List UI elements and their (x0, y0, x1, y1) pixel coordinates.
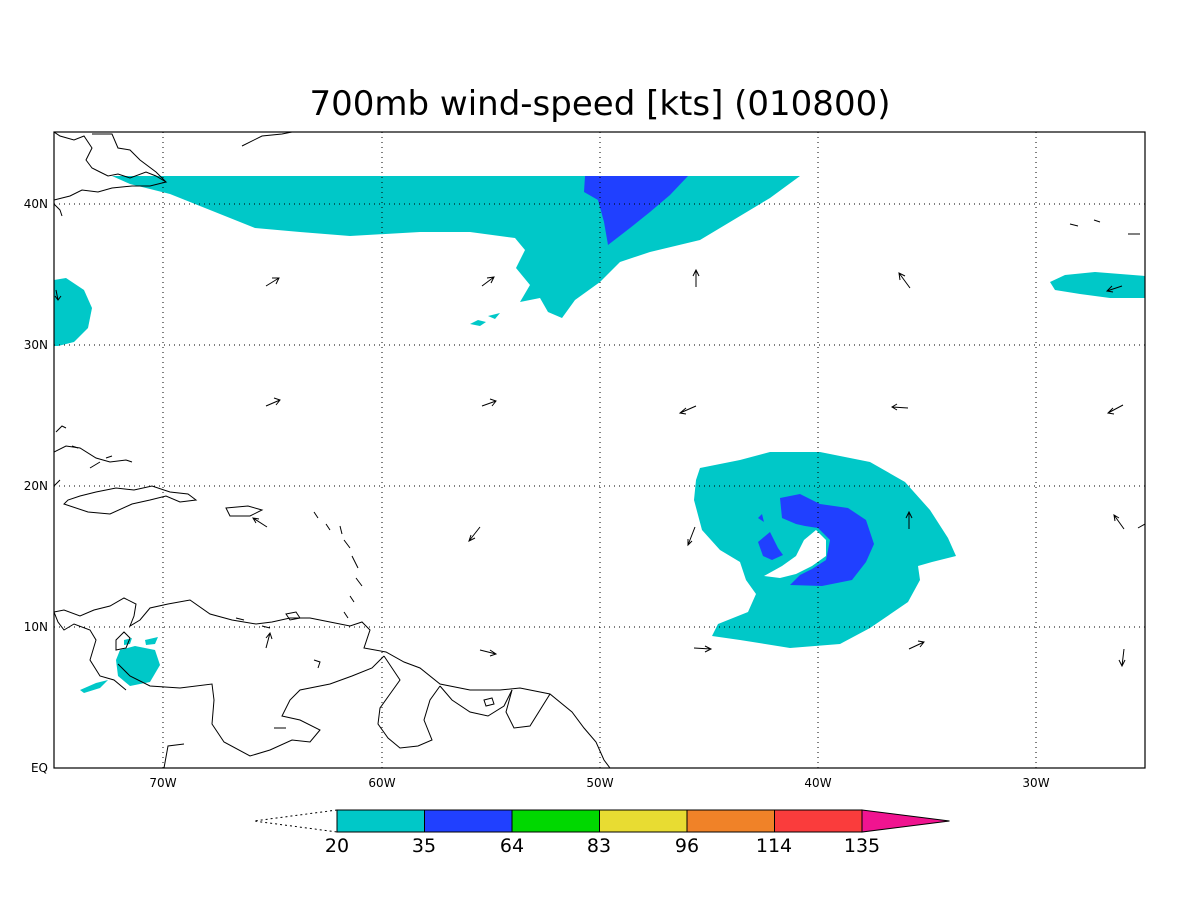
wind-patch-east (1050, 272, 1145, 298)
y-tick-label: 20N (24, 479, 48, 493)
wind-35-64kt-regions (584, 176, 874, 586)
y-tick-label: 30N (24, 338, 48, 352)
wind-patch-sliver-2 (145, 637, 158, 645)
wind-patch-sliver-3 (124, 638, 132, 645)
coast-puerto-rico (225, 505, 264, 517)
x-axis-labels: 70W 60W 50W 40W 30W (149, 776, 1049, 790)
border-suriname (439, 685, 513, 717)
colorbar-cell (336, 809, 425, 833)
wind-arrow (468, 526, 481, 542)
wind-patch-west (54, 278, 92, 346)
border-french-guiana (505, 689, 551, 729)
border-brazil (163, 727, 286, 768)
x-tick-label: 70W (149, 776, 176, 790)
wind-arrow (265, 397, 281, 407)
wind-patch-venezuela (116, 646, 160, 686)
border-venezuela (117, 655, 385, 757)
coast-lesser-antilles (313, 511, 363, 619)
wind-arrow (687, 526, 696, 547)
coast-cuba (54, 445, 133, 463)
wind-arrow (1113, 514, 1125, 530)
x-tick-label: 50W (586, 776, 613, 790)
wind-20-35kt-regions (54, 176, 1145, 693)
map-panel: 70W 60W 50W 40W 30W 40N 30N 20N 10N EQ (24, 131, 1146, 790)
coast-nova-scotia (92, 133, 167, 183)
coast-lake-maracaibo (115, 631, 131, 651)
colorbar-cell (686, 809, 775, 833)
coast-azores (1069, 219, 1140, 235)
coast-trinidad (285, 611, 301, 621)
wind-arrow (265, 631, 273, 649)
coast-bahamas (54, 425, 113, 487)
coast-islands-venezuela (235, 617, 321, 669)
coast-newfoundland (241, 132, 293, 147)
colorbar-low-triangle (253, 809, 338, 833)
colorbar-label: 114 (756, 835, 792, 857)
border-guyana (377, 655, 441, 749)
lat-lon-grid (54, 132, 1145, 768)
colorbar-cell (599, 809, 688, 833)
colorbar-label: 96 (675, 835, 699, 857)
colorbar-cell (424, 809, 513, 833)
coast-central-america (54, 611, 127, 691)
wind-arrow (678, 405, 697, 415)
coast-florida (54, 203, 63, 217)
colorbar-cell (774, 809, 863, 833)
coast-canaries (1137, 523, 1145, 529)
wind-storm-core-tip (758, 514, 764, 522)
coast-north-america (54, 132, 168, 201)
wind-arrow (891, 403, 909, 411)
map-title: 700mb wind-speed [kts] (010800) (310, 84, 891, 124)
wind-arrow (54, 289, 62, 301)
colorbar-cells (336, 809, 950, 833)
colorbar: 20 35 64 83 96 114 135 (253, 809, 950, 857)
wind-arrow (908, 640, 925, 650)
wind-arrow (481, 398, 497, 407)
y-tick-label: 10N (24, 620, 48, 634)
wind-band-north (112, 176, 800, 318)
wind-arrow (905, 510, 913, 529)
wind-vectors (54, 268, 1126, 668)
colorbar-label: 135 (844, 835, 880, 857)
wind-storm-core (780, 494, 874, 586)
colorbar-label: 83 (587, 835, 611, 857)
coast-hispaniola (63, 485, 198, 515)
wind-arrow (692, 268, 700, 287)
map-frame (53, 131, 1146, 769)
wind-arrow (481, 276, 495, 287)
wind-arrow (1118, 648, 1126, 668)
wind-arrow (265, 277, 280, 287)
coast-island-small (483, 697, 495, 707)
wind-patch-sliver-1 (80, 680, 108, 693)
coastlines (54, 132, 1145, 768)
x-tick-label: 60W (368, 776, 395, 790)
coast-south-america (54, 597, 611, 768)
y-tick-label: EQ (31, 761, 48, 775)
colorbar-high-triangle (861, 809, 950, 833)
storm-eye (764, 530, 826, 578)
y-tick-label: 40N (24, 197, 48, 211)
wind-arrow (252, 517, 268, 528)
x-tick-label: 30W (1022, 776, 1049, 790)
wind-storm-core-left (758, 532, 783, 560)
colorbar-label: 20 (325, 835, 349, 857)
wind-arrow (1105, 285, 1123, 293)
colorbar-label: 64 (500, 835, 524, 857)
wind-arrow (479, 649, 498, 657)
wind-arrow (898, 272, 911, 289)
wind-patch-small-2 (488, 313, 500, 319)
y-axis-labels: 40N 30N 20N 10N EQ (24, 197, 48, 775)
wind-jet-core (584, 176, 688, 245)
x-tick-label: 40W (804, 776, 831, 790)
wind-arrow (1106, 404, 1124, 415)
wind-arrow (693, 645, 713, 653)
colorbar-cell (511, 809, 600, 833)
wind-patch-small-1 (470, 320, 486, 326)
colorbar-label: 35 (412, 835, 436, 857)
colorbar-labels: 20 35 64 83 96 114 135 (325, 835, 880, 857)
